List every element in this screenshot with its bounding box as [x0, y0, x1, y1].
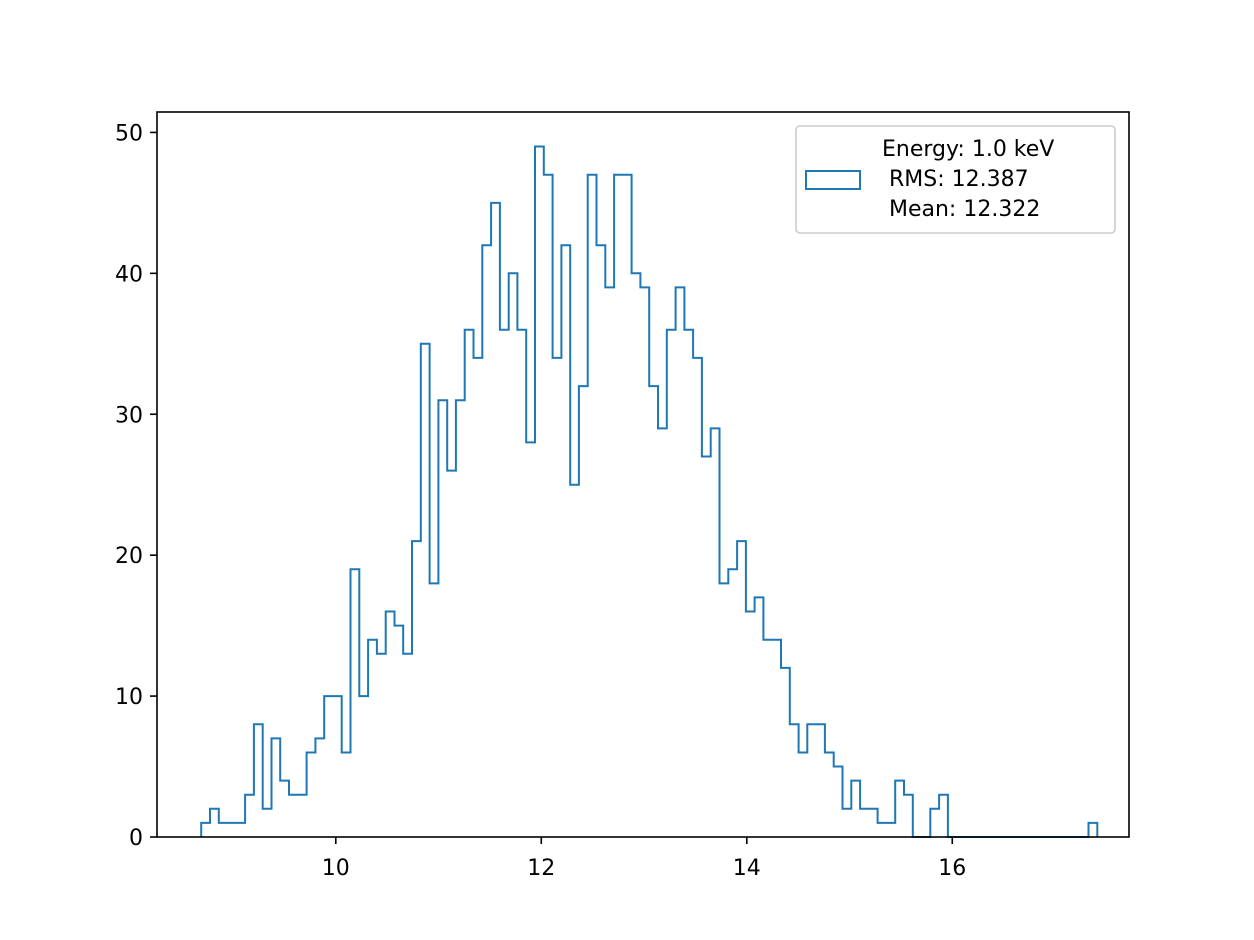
x-tick-label: 16 — [938, 856, 966, 881]
histogram-step-line — [200, 145, 1099, 838]
x-axis: 10 12 14 16 — [322, 837, 966, 881]
axes-frame — [156, 111, 1130, 838]
x-tick-label: 14 — [733, 856, 761, 881]
legend-frame — [795, 125, 1116, 234]
y-tick-label: 30 — [115, 403, 143, 428]
legend: Energy: 1.0 keV RMS: 12.387 Mean: 12.322 — [795, 125, 1116, 234]
y-tick-label: 40 — [115, 262, 143, 287]
y-axis: 0 10 20 30 40 50 — [115, 121, 157, 851]
legend-line-rms: RMS: 12.387 — [882, 167, 1029, 192]
y-tick-label: 10 — [115, 685, 143, 710]
x-tick-label: 10 — [322, 856, 350, 881]
y-tick-label: 0 — [129, 826, 143, 851]
x-tick-label: 12 — [527, 856, 555, 881]
plot-area — [200, 145, 1099, 838]
y-tick-label: 20 — [115, 544, 143, 569]
legend-swatch — [805, 170, 861, 190]
legend-line-energy: Energy: 1.0 keV — [882, 137, 1054, 162]
legend-line-mean: Mean: 12.322 — [882, 197, 1040, 222]
y-tick-label: 50 — [115, 121, 143, 146]
